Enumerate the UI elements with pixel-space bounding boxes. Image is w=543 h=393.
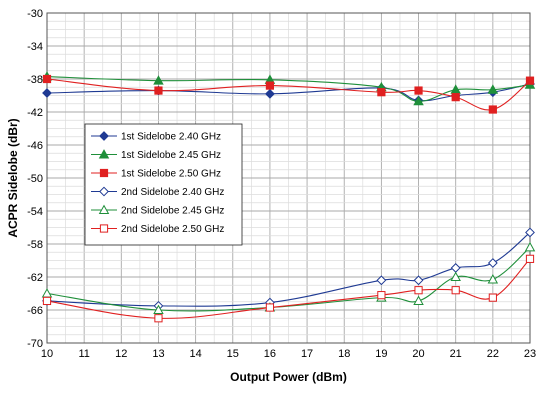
data-point: [42, 296, 52, 306]
data-point: [450, 271, 461, 282]
data-point: [525, 76, 535, 85]
data-point: [487, 258, 498, 268]
data-point: [413, 275, 424, 286]
legend-marker: [99, 131, 109, 141]
x-tick-label: 10: [41, 348, 53, 360]
x-axis-title: Output Power (dBm): [230, 370, 347, 384]
x-tick-label: 12: [115, 348, 127, 360]
legend: 1st Sidelobe 2.40 GHz 1st Sidelobe 2.45 G…: [84, 123, 243, 246]
plot-area-frame: [46, 12, 531, 344]
data-point: [42, 74, 52, 84]
x-tick-label: 23: [524, 348, 536, 360]
data-point: [41, 288, 53, 298]
data-point: [154, 314, 163, 323]
data-point: [451, 93, 460, 102]
data-point: [377, 291, 386, 300]
x-tick-label: 11: [78, 348, 89, 360]
series-layer: [41, 71, 536, 323]
legend-marker: [99, 224, 109, 233]
data-point: [488, 293, 497, 302]
data-point: [265, 81, 275, 90]
y-tick-label: -66: [27, 305, 43, 317]
legend-entry-label: 2nd Sidelobe 2.45 GHz: [121, 206, 224, 217]
data-point: [525, 227, 535, 238]
data-point: [153, 304, 164, 315]
x-tick-label: 16: [264, 348, 276, 360]
data-point: [414, 86, 423, 95]
legend-entry-label: 2nd Sidelobe 2.40 GHz: [121, 187, 224, 198]
y-tick-label: -54: [27, 206, 43, 218]
x-tick-label: 14: [189, 348, 201, 360]
y-tick-label: -58: [27, 239, 43, 251]
x-tick-label: 20: [412, 348, 424, 360]
x-tick-label: 15: [227, 348, 239, 360]
y-axis-title: ACPR Sidelobe (dBr): [6, 118, 20, 237]
x-tick-label: 22: [487, 348, 499, 360]
data-point: [451, 286, 460, 295]
data-point: [376, 275, 387, 286]
legend-marker: [99, 186, 109, 197]
data-point: [414, 286, 423, 295]
data-point: [488, 105, 497, 114]
legend-marker: [98, 204, 110, 215]
legend-box: [84, 123, 243, 246]
data-point: [42, 88, 52, 98]
data-point: [524, 241, 536, 252]
legend-entry-label: 1st Sidelobe 2.50 GHz: [121, 169, 221, 180]
y-tick-label: -70: [27, 338, 43, 350]
x-tick-label: 17: [301, 348, 313, 360]
data-point: [450, 263, 461, 273]
x-tick-label: 13: [152, 348, 164, 360]
data-point: [525, 254, 535, 263]
series-6: [42, 254, 535, 323]
legend-marker: [98, 149, 110, 159]
data-point: [413, 295, 424, 305]
legend-entry-label: 1st Sidelobe 2.40 GHz: [121, 132, 221, 143]
legend-marker: [99, 168, 109, 178]
y-tick-label: -38: [27, 74, 43, 86]
data-point: [154, 86, 163, 95]
x-tick-label: 18: [338, 348, 350, 360]
y-tick-label: -62: [27, 272, 43, 284]
data-point: [265, 303, 275, 312]
y-tick-label: -34: [27, 41, 43, 53]
data-point: [265, 88, 275, 99]
data-point: [487, 84, 499, 94]
data-point: [153, 75, 164, 85]
x-tick-label: 19: [375, 348, 387, 360]
legend-entry-label: 2nd Sidelobe 2.50 GHz: [121, 224, 224, 235]
data-point: [413, 95, 424, 106]
y-tick-label: -46: [27, 140, 43, 152]
y-tick-label: -50: [27, 173, 43, 185]
y-tick-label: -30: [27, 8, 43, 20]
data-point: [487, 274, 499, 284]
data-point: [377, 88, 386, 97]
tick-labels: 10 11 12 13 14 15 16 17 18 19 20 21 22 23 -30 -34 -38 -42…: [27, 8, 536, 360]
legend-entry-label: 1st Sidelobe 2.45 GHz: [121, 150, 221, 161]
x-tick-label: 21: [450, 348, 462, 360]
series-3: [42, 74, 535, 114]
y-tick-label: -42: [27, 107, 43, 119]
